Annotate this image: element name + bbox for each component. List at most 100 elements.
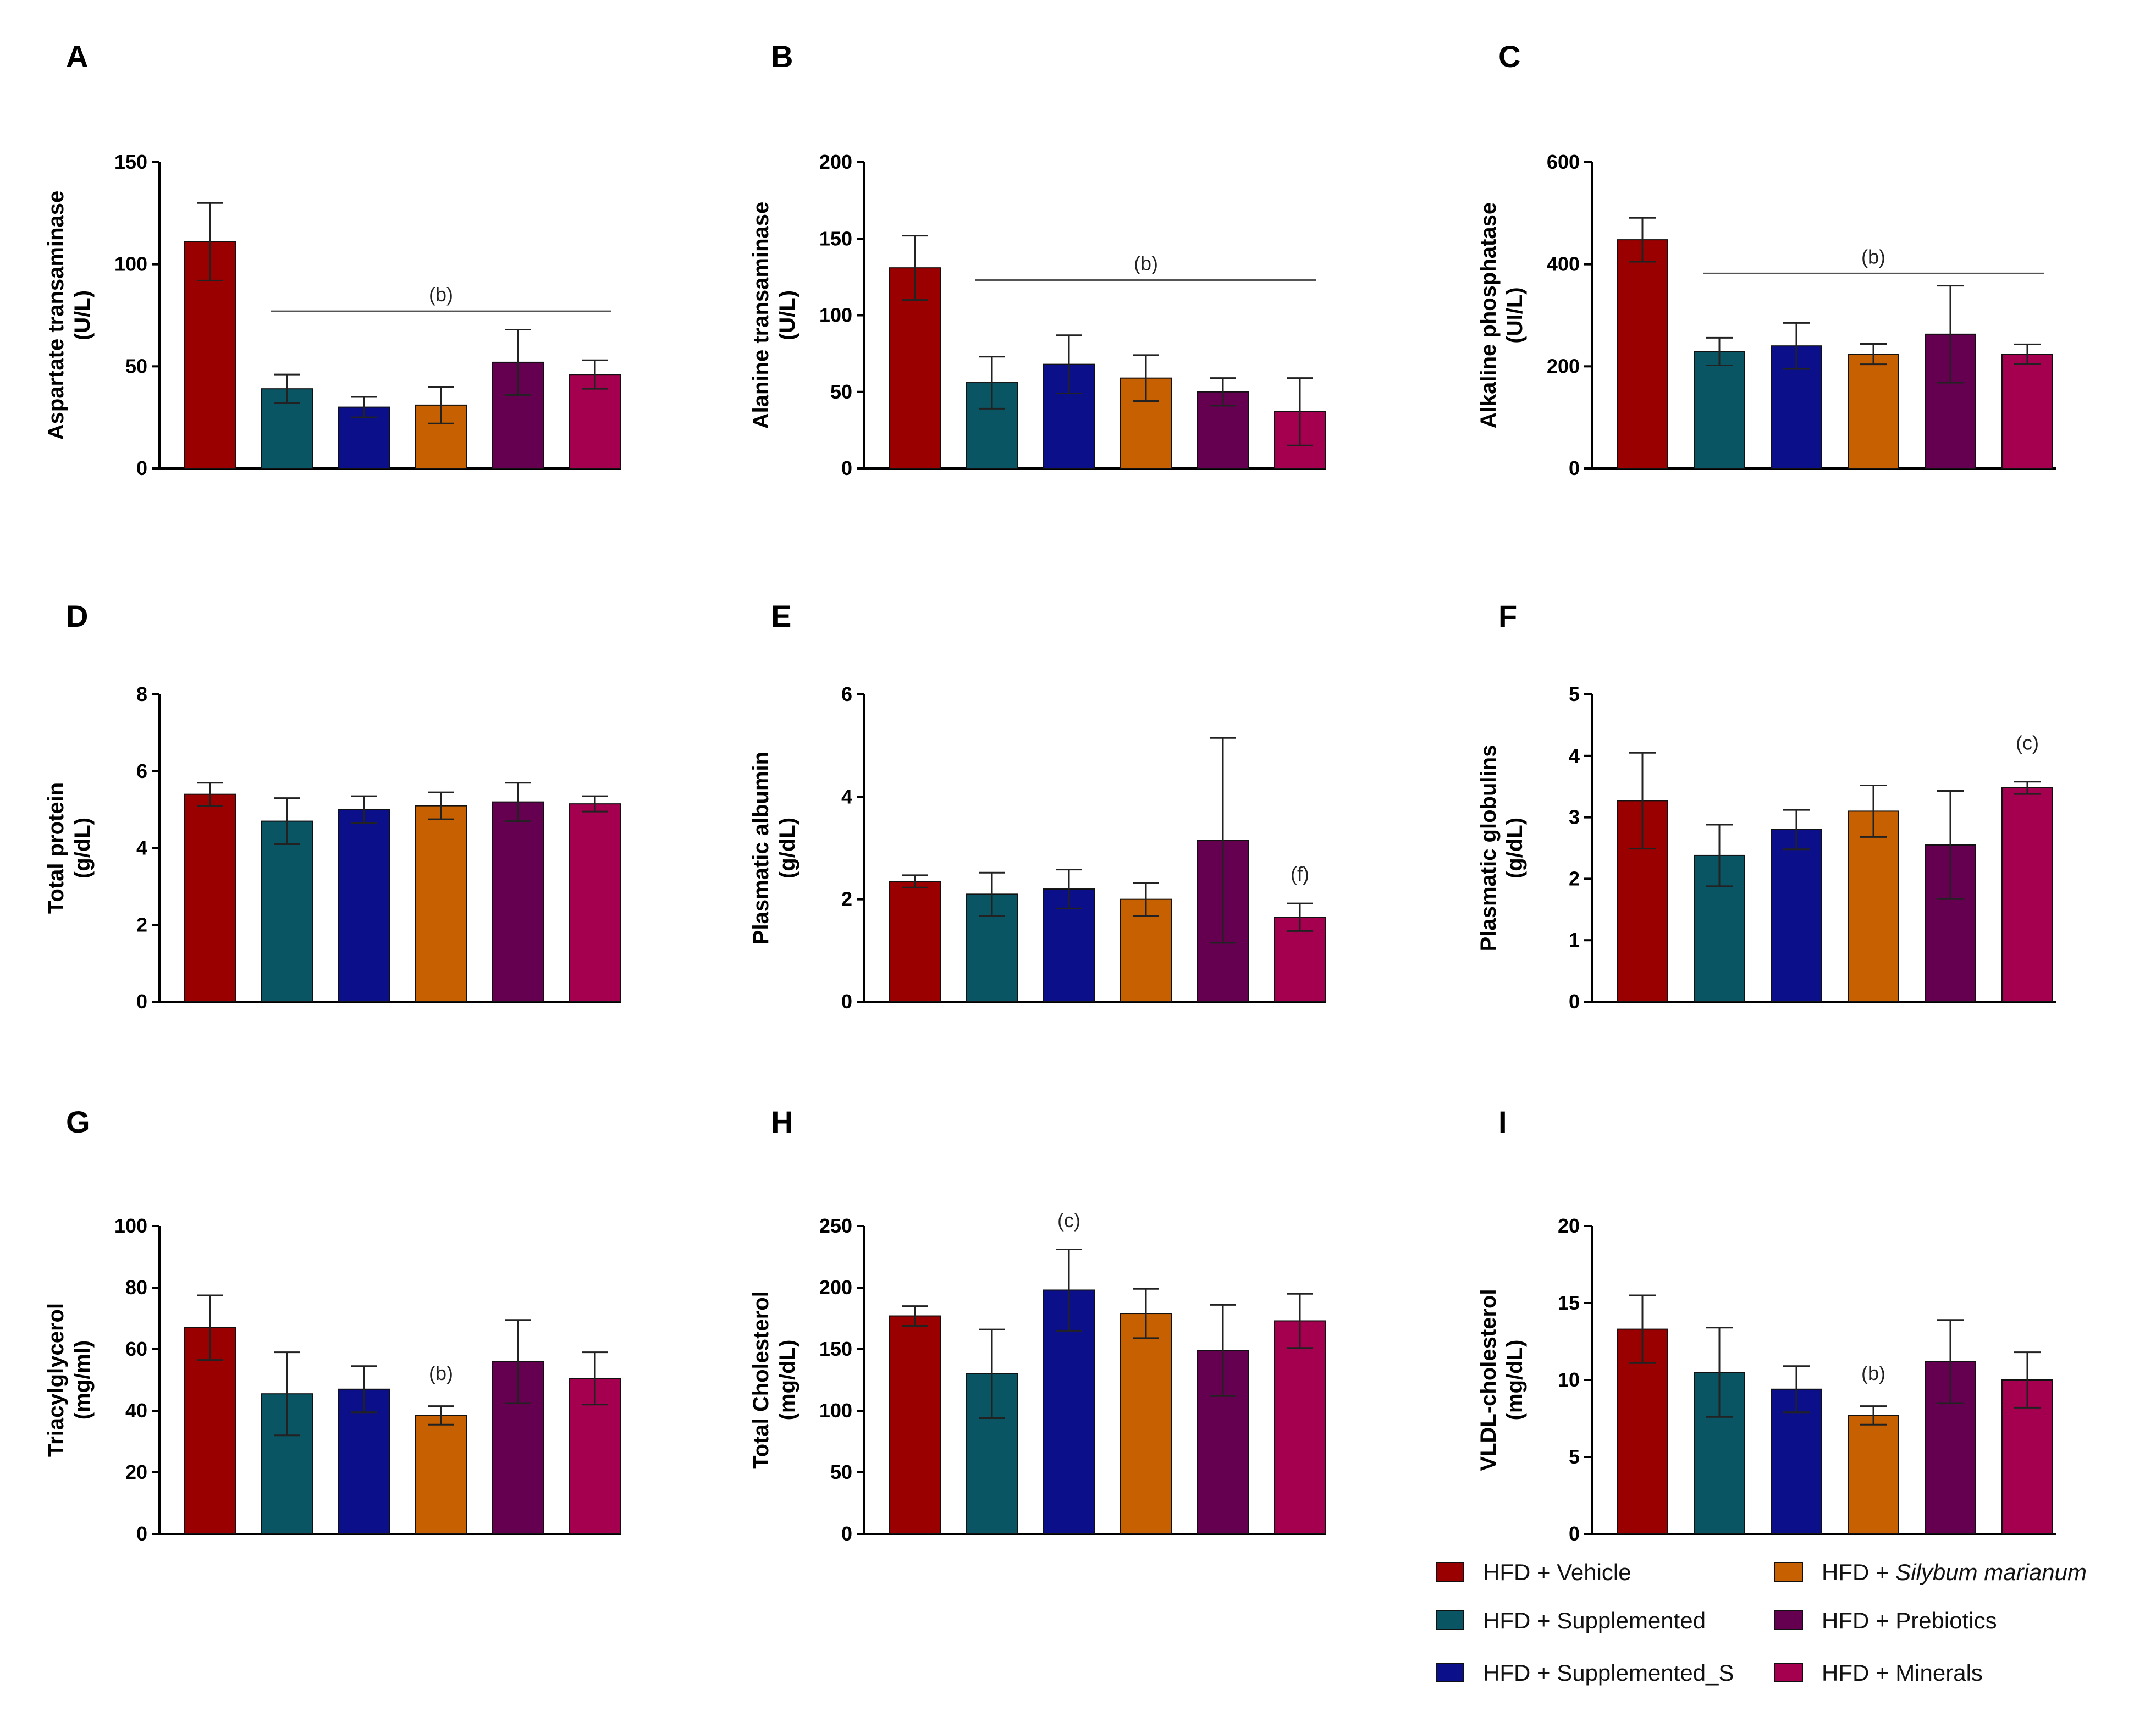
bar	[1771, 829, 1822, 1002]
y-tick-label: 100	[114, 253, 147, 275]
y-tick-label: 50	[125, 355, 147, 377]
legend-swatch	[1436, 1562, 1464, 1582]
bar	[415, 805, 467, 1002]
bar	[889, 1315, 941, 1535]
y-tick-label: 200	[1547, 355, 1580, 377]
legend-item: HFD + Prebiotics	[1774, 1608, 1997, 1633]
significance-label: (b)	[429, 283, 453, 306]
bar	[889, 267, 941, 469]
y-tick-label: 6	[136, 760, 147, 782]
y-tick-label: 2	[1569, 867, 1580, 890]
y-axis-label: (mg/ml)	[70, 1340, 95, 1420]
y-axis-label: (U/L)	[775, 290, 799, 340]
panel-letter: C	[1498, 39, 1520, 74]
y-tick-label: 50	[830, 380, 852, 403]
y-tick-label: 4	[136, 837, 147, 859]
y-axis-label: Alanine transaminase	[749, 202, 773, 429]
bar	[569, 803, 621, 1003]
significance-label: (c)	[2016, 732, 2039, 754]
panel-letter: G	[66, 1105, 90, 1139]
legend-label: HFD + Vehicle	[1483, 1559, 1631, 1585]
y-tick-label: 250	[819, 1214, 852, 1237]
y-tick-label: 150	[114, 151, 147, 173]
significance-label: (c)	[1057, 1209, 1080, 1232]
y-axis-label: Alkaline phosphatase	[1476, 202, 1501, 428]
bar	[184, 1327, 236, 1535]
legend-swatch	[1436, 1663, 1464, 1682]
y-tick-label: 8	[136, 683, 147, 705]
y-axis-label: VLDL-cholesterol	[1476, 1289, 1501, 1471]
bar	[1694, 351, 1745, 470]
legend-label: HFD + Supplemented_S	[1483, 1660, 1734, 1686]
y-axis-label: (mg/dL)	[1503, 1340, 1527, 1421]
y-tick-label: 150	[819, 227, 852, 250]
y-tick-label: 0	[1569, 990, 1580, 1013]
y-tick-label: 2	[136, 913, 147, 936]
y-tick-label: 0	[1569, 457, 1580, 479]
panel-letter: I	[1498, 1105, 1507, 1139]
significance-label: (f)	[1291, 863, 1309, 885]
bar	[1274, 1320, 1326, 1534]
y-axis-label: (UI/L)	[1503, 287, 1527, 343]
bar	[2001, 354, 2053, 470]
y-tick-label: 150	[819, 1338, 852, 1360]
legend-item: HFD + Supplemented_S	[1436, 1660, 1734, 1686]
y-tick-label: 2	[841, 888, 852, 910]
panel-g: G 0 20 40 60 80 100 Triacylglycerol (mg/ml) (b)	[44, 1105, 621, 1545]
y-tick-label: 10	[1558, 1368, 1580, 1391]
panel-letter: E	[771, 599, 791, 633]
panel-d: D 0 2 4 6 8 Total protein (g/dL)	[44, 599, 621, 1013]
y-tick-label: 15	[1558, 1291, 1580, 1314]
y-tick-label: 0	[136, 457, 147, 479]
y-tick-label: 4	[1569, 744, 1580, 767]
y-tick-label: 20	[1558, 1214, 1580, 1237]
panel-a: A 0 50 100 150 Aspartate transaminase (U/L) (b)	[44, 39, 621, 479]
y-tick-label: 40	[125, 1399, 147, 1422]
legend-swatch	[1774, 1610, 1803, 1630]
legend-label: HFD + Prebiotics	[1822, 1608, 1997, 1633]
y-axis-label: (g/dL)	[775, 818, 799, 879]
y-tick-label: 20	[125, 1461, 147, 1483]
y-tick-label: 0	[136, 990, 147, 1013]
bar	[966, 893, 1018, 1002]
y-axis-label: Total protein	[44, 782, 68, 914]
y-axis-label: Aspartate transaminase	[44, 191, 68, 440]
panel-i: I 0 5 10 15 20 VLDL-cholesterol (mg/dL) (b)	[1476, 1105, 2056, 1545]
y-tick-label: 100	[114, 1214, 147, 1237]
bar	[1120, 1313, 1172, 1535]
y-tick-label: 60	[125, 1338, 147, 1360]
y-axis-label: (mg/dL)	[775, 1340, 799, 1421]
y-axis-label: (g/dL)	[1503, 818, 1527, 879]
bar	[492, 801, 544, 1003]
bar	[338, 809, 390, 1002]
y-axis-label: (U/L)	[70, 290, 95, 340]
legend-item: HFD + Vehicle	[1436, 1559, 1631, 1585]
panel-letter: F	[1498, 599, 1517, 633]
y-tick-label: 80	[125, 1276, 147, 1299]
y-tick-label: 100	[819, 304, 852, 327]
bar	[569, 374, 621, 469]
y-tick-label: 400	[1547, 253, 1580, 275]
bar	[1617, 239, 1668, 469]
bar	[184, 793, 236, 1003]
bar	[1848, 354, 1899, 470]
legend-swatch	[1774, 1562, 1803, 1582]
y-tick-label: 200	[819, 151, 852, 173]
bar	[1848, 810, 1899, 1003]
legend: HFD + Vehicle HFD + Supplemented HFD + Sup…	[1436, 1559, 2087, 1686]
y-tick-label: 50	[830, 1461, 852, 1483]
y-axis-label: Plasmatic globulins	[1476, 745, 1501, 952]
y-tick-label: 0	[841, 1522, 852, 1545]
significance-label: (b)	[429, 1362, 453, 1384]
legend-item: HFD + Silybum marianum	[1774, 1559, 2087, 1585]
y-tick-label: 200	[819, 1276, 852, 1299]
y-axis-label: (g/dL)	[70, 818, 95, 879]
bar	[1848, 1415, 1899, 1534]
panel-c: C 0 200 400 600 Alkaline phosphatase (UI/L) (b)	[1476, 39, 2056, 479]
bar	[2001, 787, 2053, 1003]
y-tick-label: 0	[841, 457, 852, 479]
panel-f: F 0 1 2 3 4 5 Plasmatic globulins (g/dL) (c)	[1476, 599, 2056, 1013]
legend-swatch	[1436, 1610, 1464, 1630]
y-axis-label: Plasmatic albumin	[749, 752, 773, 945]
